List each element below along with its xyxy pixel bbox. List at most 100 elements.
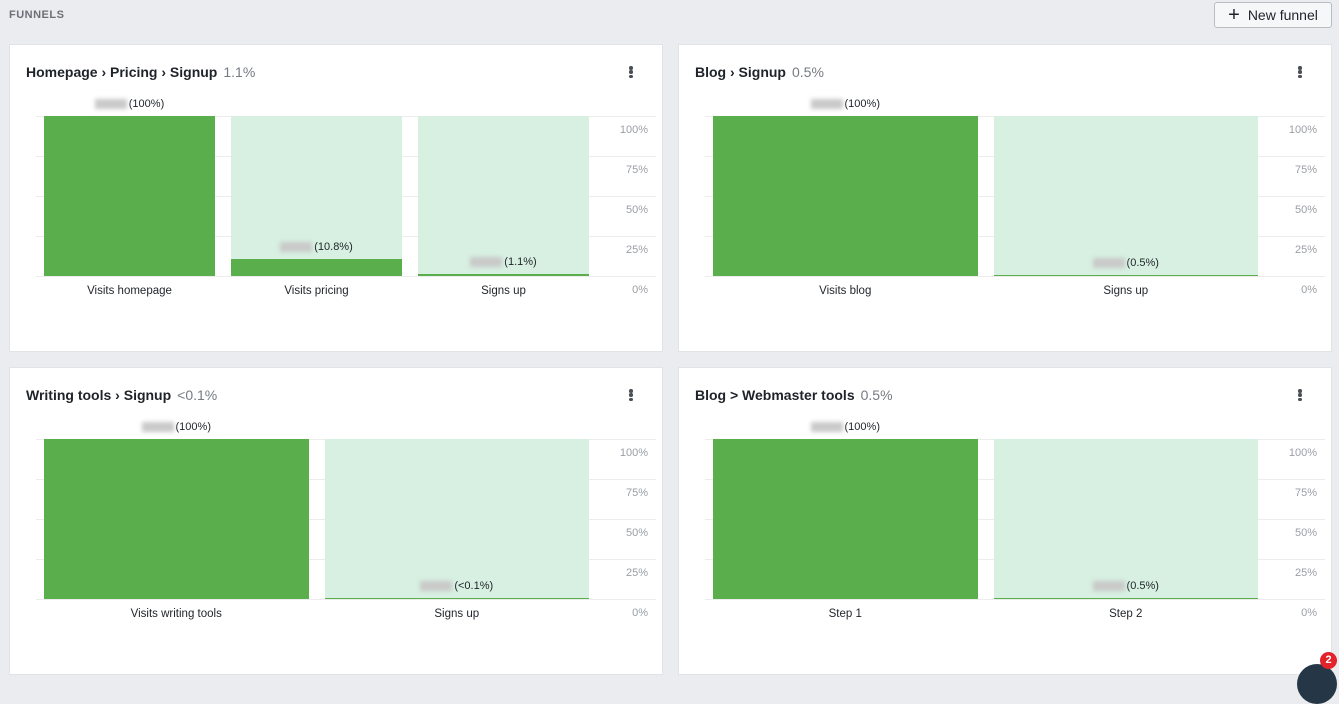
step-percent: (0.5%) xyxy=(1126,257,1159,269)
redacted-count xyxy=(1092,581,1125,592)
step-label: Signs up xyxy=(1103,285,1149,297)
step-value-label: (100%) xyxy=(36,98,223,110)
step-remaining-bar xyxy=(418,116,589,276)
funnel-title[interactable]: Blog > Webmaster tools 0.5% xyxy=(695,387,893,403)
step-bar xyxy=(993,598,1258,599)
funnel-card: Blog › Signup 0.5% 100% 75% 50% 25% 0% (100%)… xyxy=(678,44,1332,352)
redacted-count xyxy=(141,422,174,433)
funnel-step: (100%) Visits homepage xyxy=(36,98,223,297)
y-tick-label: 50% xyxy=(625,204,648,216)
funnel-name: Writing tools › Signup xyxy=(26,387,172,403)
y-tick-label: 75% xyxy=(625,487,648,499)
step-label: Visits pricing xyxy=(284,285,349,297)
step-label: Signs up xyxy=(481,285,526,297)
new-funnel-button[interactable]: + New funnel xyxy=(1214,2,1332,28)
more-options-icon[interactable] xyxy=(1295,387,1305,403)
step-bar xyxy=(231,258,402,276)
step-remaining-bar xyxy=(324,439,589,599)
y-tick-label: 25% xyxy=(1294,244,1317,256)
notification-badge: 2 xyxy=(1320,652,1337,669)
funnel-conversion: 0.5% xyxy=(791,64,824,80)
funnel-step: (10.8%) Visits pricing xyxy=(223,116,410,297)
y-tick-label: 50% xyxy=(1294,204,1317,216)
funnel-chart: 100% 75% 50% 25% 0% (100%) Visits homepage (… xyxy=(36,98,656,297)
new-funnel-label: New funnel xyxy=(1247,7,1318,23)
funnel-conversion: 1.1% xyxy=(223,64,256,80)
y-tick-label: 0% xyxy=(1301,284,1317,296)
step-value-label: (1.1%) xyxy=(410,256,597,268)
funnel-card: Homepage › Pricing › Signup 1.1% 100% 75% 5… xyxy=(9,44,663,352)
plus-icon: + xyxy=(1228,4,1240,26)
y-tick-label: 0% xyxy=(632,284,648,296)
funnel-title[interactable]: Blog › Signup 0.5% xyxy=(695,64,824,80)
step-percent: (100%) xyxy=(844,421,880,433)
funnel-step: (100%) Visits writing tools xyxy=(36,421,317,620)
more-options-icon[interactable] xyxy=(626,64,636,80)
redacted-count xyxy=(810,99,843,110)
more-options-icon[interactable] xyxy=(626,387,636,403)
step-percent: (0.5%) xyxy=(1126,580,1159,592)
gridline xyxy=(36,599,656,600)
step-value-label: (100%) xyxy=(36,421,317,433)
redacted-count xyxy=(810,422,843,433)
step-value-label: (0.5%) xyxy=(986,580,1267,592)
funnel-name: Blog › Signup xyxy=(695,64,786,80)
step-percent: (100%) xyxy=(128,98,165,110)
funnel-name: Blog > Webmaster tools xyxy=(695,387,855,403)
funnel-card: Blog > Webmaster tools 0.5% 100% 75% 50% 25%… xyxy=(678,367,1332,675)
gridline xyxy=(705,599,1325,600)
y-tick-label: 100% xyxy=(1288,124,1317,136)
more-options-icon[interactable] xyxy=(1295,64,1305,80)
funnel-chart: 100% 75% 50% 25% 0% (100%) Visits writing to… xyxy=(36,421,656,620)
step-bar xyxy=(713,116,978,276)
y-tick-label: 75% xyxy=(625,164,648,176)
y-tick-label: 0% xyxy=(632,607,648,619)
funnel-name: Homepage › Pricing › Signup xyxy=(26,64,218,80)
step-value-label: (0.5%) xyxy=(986,257,1267,269)
step-label: Step 1 xyxy=(828,608,862,620)
step-bar xyxy=(44,116,215,276)
funnel-step: (1.1%) Signs up xyxy=(410,116,597,297)
step-value-label: (100%) xyxy=(705,421,986,433)
gridline xyxy=(36,276,656,277)
redacted-count xyxy=(94,99,127,110)
chat-widget-button[interactable] xyxy=(1297,664,1337,704)
y-tick-label: 25% xyxy=(625,244,648,256)
step-label: Signs up xyxy=(434,608,480,620)
step-remaining-bar xyxy=(993,116,1258,276)
funnel-chart: 100% 75% 50% 25% 0% (100%) Step 1 (0.5%) Ste… xyxy=(705,421,1325,620)
step-remaining-bar xyxy=(231,116,402,276)
step-label: Step 2 xyxy=(1109,608,1143,620)
y-tick-label: 25% xyxy=(1294,567,1317,579)
step-bar xyxy=(418,274,589,276)
funnel-conversion: 0.5% xyxy=(860,387,893,403)
step-bar xyxy=(324,598,589,599)
step-percent: (1.1%) xyxy=(504,256,537,269)
funnel-card: Writing tools › Signup <0.1% 100% 75% 50% 25… xyxy=(9,367,663,675)
funnel-chart: 100% 75% 50% 25% 0% (100%) Visits blog (0.5%… xyxy=(705,98,1325,297)
step-bar xyxy=(713,439,978,599)
step-bar xyxy=(993,275,1258,276)
step-bar xyxy=(44,439,309,599)
step-value-label: (<0.1%) xyxy=(317,580,598,592)
funnel-title[interactable]: Homepage › Pricing › Signup 1.1% xyxy=(26,64,255,80)
step-percent: (10.8%) xyxy=(314,240,353,253)
redacted-count xyxy=(470,257,503,268)
y-tick-label: 75% xyxy=(1294,487,1317,499)
y-tick-label: 100% xyxy=(619,447,648,459)
funnel-title[interactable]: Writing tools › Signup <0.1% xyxy=(26,387,217,403)
funnel-step: (<0.1%) Signs up xyxy=(317,439,598,620)
y-tick-label: 75% xyxy=(1294,164,1317,176)
step-value-label: (100%) xyxy=(705,98,986,110)
step-percent: (<0.1%) xyxy=(454,580,494,592)
funnel-step: (100%) Step 1 xyxy=(705,421,986,620)
y-tick-label: 0% xyxy=(1301,607,1317,619)
redacted-count xyxy=(280,241,313,252)
funnel-step: (100%) Visits blog xyxy=(705,98,986,297)
step-label: Visits writing tools xyxy=(130,608,222,620)
step-label: Visits blog xyxy=(819,285,872,297)
step-remaining-bar xyxy=(993,439,1258,599)
funnel-step: (0.5%) Step 2 xyxy=(986,439,1267,620)
funnel-step: (0.5%) Signs up xyxy=(986,116,1267,297)
step-value-label: (10.8%) xyxy=(223,241,410,253)
